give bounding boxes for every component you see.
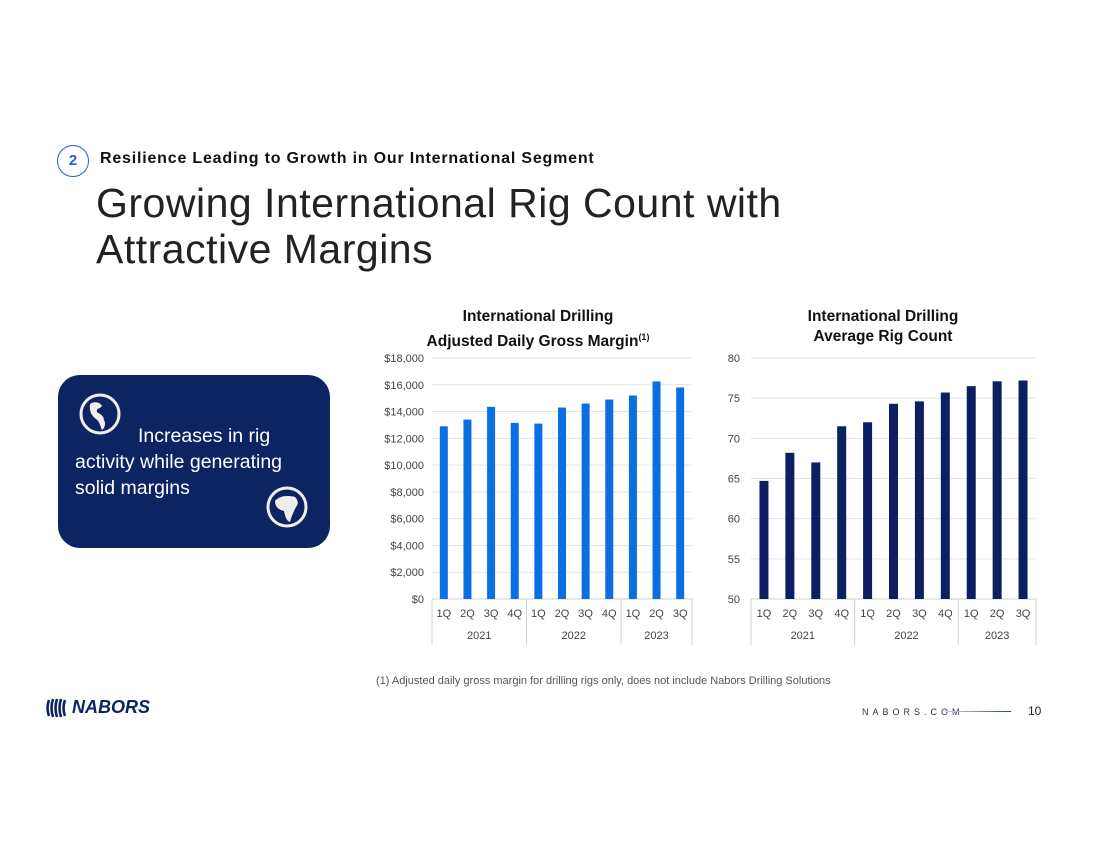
x-tick-label: 1Q bbox=[626, 608, 641, 620]
y-tick-label: 55 bbox=[728, 554, 740, 566]
page-number: 10 bbox=[1028, 704, 1042, 718]
chart-title-margin: International Drilling Adjusted Daily Gr… bbox=[388, 307, 688, 352]
x-tick-label: 3Q bbox=[1016, 608, 1031, 620]
x-group-label: 2022 bbox=[562, 630, 586, 642]
chart-title-line2: Adjusted Daily Gross Margin(1) bbox=[388, 327, 688, 352]
bar bbox=[785, 452, 795, 599]
x-tick-label: 4Q bbox=[938, 608, 953, 620]
bar bbox=[759, 480, 769, 599]
y-tick-label: 60 bbox=[728, 514, 740, 526]
bar bbox=[992, 381, 1002, 599]
x-tick-label: 2Q bbox=[555, 608, 570, 620]
bar bbox=[966, 386, 976, 599]
x-tick-label: 3Q bbox=[578, 608, 593, 620]
y-tick-label: 80 bbox=[728, 353, 740, 365]
y-tick-label: $18,000 bbox=[384, 353, 424, 365]
x-group-label: 2021 bbox=[791, 630, 815, 642]
x-tick-label: 3Q bbox=[808, 608, 823, 620]
chart-title-rig-count: International Drilling Average Rig Count bbox=[733, 307, 1033, 347]
y-tick-label: 70 bbox=[728, 433, 740, 445]
bar bbox=[837, 426, 847, 599]
y-tick-label: $14,000 bbox=[384, 407, 424, 419]
chart-title-footnote-ref: (1) bbox=[638, 332, 650, 342]
callout-box: Increases in rig activity while generati… bbox=[58, 375, 330, 548]
x-tick-label: 1Q bbox=[436, 608, 451, 620]
bar bbox=[534, 423, 543, 599]
section-number-badge: 2 bbox=[57, 145, 89, 177]
globe-americas-icon bbox=[79, 393, 121, 435]
bar bbox=[558, 407, 566, 599]
y-tick-label: $16,000 bbox=[384, 380, 424, 392]
footnote: (1) Adjusted daily gross margin for dril… bbox=[376, 675, 831, 687]
x-tick-label: 1Q bbox=[531, 608, 546, 620]
nabors-logo-icon bbox=[46, 698, 67, 717]
bar bbox=[889, 403, 898, 599]
chart-title-line1: International Drilling bbox=[807, 308, 959, 325]
y-tick-label: $4,000 bbox=[390, 540, 424, 552]
chart-title-line1: International Drilling bbox=[462, 308, 614, 325]
nabors-logo: NABORS bbox=[46, 697, 150, 718]
x-group-label: 2023 bbox=[985, 630, 1009, 642]
y-tick-label: 75 bbox=[728, 393, 740, 405]
callout-text: Increases in rig activity while generati… bbox=[75, 425, 283, 499]
website-link[interactable]: NABORS.COM bbox=[862, 707, 964, 717]
bar bbox=[914, 401, 924, 599]
y-tick-label: 50 bbox=[728, 594, 740, 606]
y-tick-label: $12,000 bbox=[384, 433, 424, 445]
x-tick-label: 2Q bbox=[460, 608, 475, 620]
x-tick-label: 2Q bbox=[990, 608, 1005, 620]
x-tick-label: 3Q bbox=[673, 608, 688, 620]
x-tick-label: 2Q bbox=[886, 608, 901, 620]
x-group-label: 2021 bbox=[467, 630, 491, 642]
page-title: Growing International Rig Count with Att… bbox=[96, 180, 782, 272]
y-tick-label: $0 bbox=[412, 594, 424, 606]
chart-title-text: Adjusted Daily Gross Margin bbox=[426, 333, 639, 351]
bar bbox=[487, 406, 496, 599]
x-group-label: 2022 bbox=[894, 630, 918, 642]
x-tick-label: 2Q bbox=[649, 608, 664, 620]
y-tick-label: $6,000 bbox=[390, 514, 424, 526]
section-title: Resilience Leading to Growth in Our Inte… bbox=[100, 150, 595, 167]
bar bbox=[811, 462, 821, 599]
bar bbox=[1018, 380, 1028, 599]
footer-divider bbox=[945, 711, 1011, 712]
logo-text: NABORS bbox=[72, 697, 151, 717]
x-tick-label: 1Q bbox=[860, 608, 875, 620]
x-tick-label: 1Q bbox=[964, 608, 979, 620]
bar bbox=[463, 419, 472, 599]
x-tick-label: 4Q bbox=[602, 608, 617, 620]
x-tick-label: 3Q bbox=[912, 608, 927, 620]
y-tick-label: $8,000 bbox=[390, 487, 424, 499]
bar bbox=[863, 422, 873, 599]
globe-africa-icon bbox=[266, 486, 308, 528]
bar bbox=[605, 399, 614, 599]
bar bbox=[940, 392, 950, 599]
x-group-label: 2023 bbox=[644, 630, 668, 642]
bar bbox=[581, 403, 590, 599]
x-tick-label: 4Q bbox=[834, 608, 849, 620]
x-tick-label: 3Q bbox=[484, 608, 499, 620]
x-tick-label: 1Q bbox=[757, 608, 772, 620]
chart-title-line2: Average Rig Count bbox=[813, 328, 953, 345]
y-tick-label: 65 bbox=[728, 474, 740, 486]
bar bbox=[628, 395, 637, 599]
bar bbox=[439, 426, 448, 599]
x-tick-label: 4Q bbox=[507, 608, 522, 620]
x-tick-label: 2Q bbox=[783, 608, 798, 620]
bar bbox=[676, 387, 685, 599]
y-tick-label: $10,000 bbox=[384, 460, 424, 472]
bar bbox=[652, 381, 661, 599]
bar bbox=[510, 422, 519, 599]
y-tick-label: $2,000 bbox=[390, 567, 424, 579]
